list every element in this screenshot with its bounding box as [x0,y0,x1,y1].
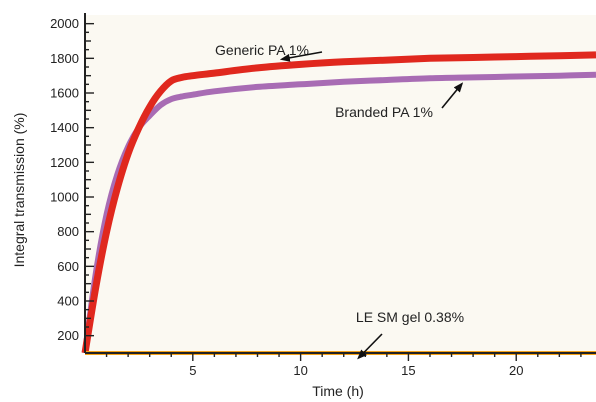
y-axis-label: Integral transmission (%) [11,113,27,268]
series-line-generic [81,51,596,354]
y-tick-label: 600 [57,259,79,274]
y-tick-label: 1000 [50,190,79,205]
series-line-branded [82,71,596,354]
y-tick-label: 400 [57,294,79,309]
y-tick-label: 800 [57,224,79,239]
y-tick-label: 1200 [50,155,79,170]
annotation-arrow-branded [441,82,464,109]
x-tick-label: 10 [293,363,307,378]
y-tick-label: 1400 [50,120,79,135]
y-tick-label: 200 [57,328,79,343]
annotation-label-generic: Generic PA 1% [215,42,309,58]
x-tick-label: 20 [509,363,523,378]
annotation-arrow-gel [357,333,383,360]
x-tick-label: 5 [189,363,196,378]
y-tick-label: 1600 [50,86,79,101]
plot-background [85,15,596,353]
axis-layer: 200 400 600 800 1000 1200 1400 1600 1800 2000 5 10 1… [50,13,596,378]
annotation-arrow-generic [279,51,323,62]
y-tick-label: 1800 [50,51,79,66]
y-tick-label: 2000 [50,16,79,31]
annotation-layer: Generic PA 1% Branded PA 1% LE SM gel 0.38… [215,42,464,360]
annotation-label-gel: LE SM gel 0.38% [356,309,464,325]
x-axis-label: Time (h) [312,383,364,399]
x-tick-label: 15 [401,363,415,378]
annotation-label-branded: Branded PA 1% [335,104,433,120]
